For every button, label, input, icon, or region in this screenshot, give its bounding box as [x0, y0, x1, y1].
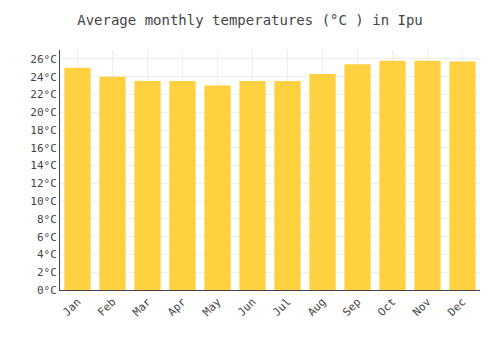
svg-text:6°C: 6°C: [37, 231, 57, 244]
svg-text:8°C: 8°C: [37, 213, 57, 226]
svg-text:May: May: [200, 295, 224, 319]
svg-text:Oct: Oct: [375, 296, 398, 319]
svg-text:Nov: Nov: [410, 295, 434, 319]
svg-text:0°C: 0°C: [37, 284, 57, 297]
svg-text:Apr: Apr: [165, 295, 189, 319]
svg-text:Aug: Aug: [305, 296, 328, 319]
svg-text:20°C: 20°C: [30, 106, 57, 119]
svg-text:Jul: Jul: [270, 296, 293, 319]
svg-text:Average monthly temperatures (: Average monthly temperatures (°C ) in Ip…: [77, 12, 423, 28]
svg-text:10°C: 10°C: [30, 195, 57, 208]
svg-text:Dec: Dec: [445, 296, 468, 319]
svg-text:14°C: 14°C: [30, 159, 57, 172]
svg-text:16°C: 16°C: [30, 142, 57, 155]
svg-text:Feb: Feb: [95, 296, 118, 319]
svg-text:Jun: Jun: [235, 296, 258, 319]
svg-text:Jan: Jan: [60, 296, 83, 319]
svg-text:26°C: 26°C: [30, 53, 57, 66]
svg-text:18°C: 18°C: [30, 124, 57, 137]
svg-text:Mar: Mar: [130, 295, 154, 319]
svg-text:2°C: 2°C: [37, 266, 57, 279]
svg-text:12°C: 12°C: [30, 177, 57, 190]
svg-text:22°C: 22°C: [30, 88, 57, 101]
svg-text:Sep: Sep: [340, 296, 363, 319]
svg-text:4°C: 4°C: [37, 248, 57, 261]
svg-text:24°C: 24°C: [30, 71, 57, 84]
